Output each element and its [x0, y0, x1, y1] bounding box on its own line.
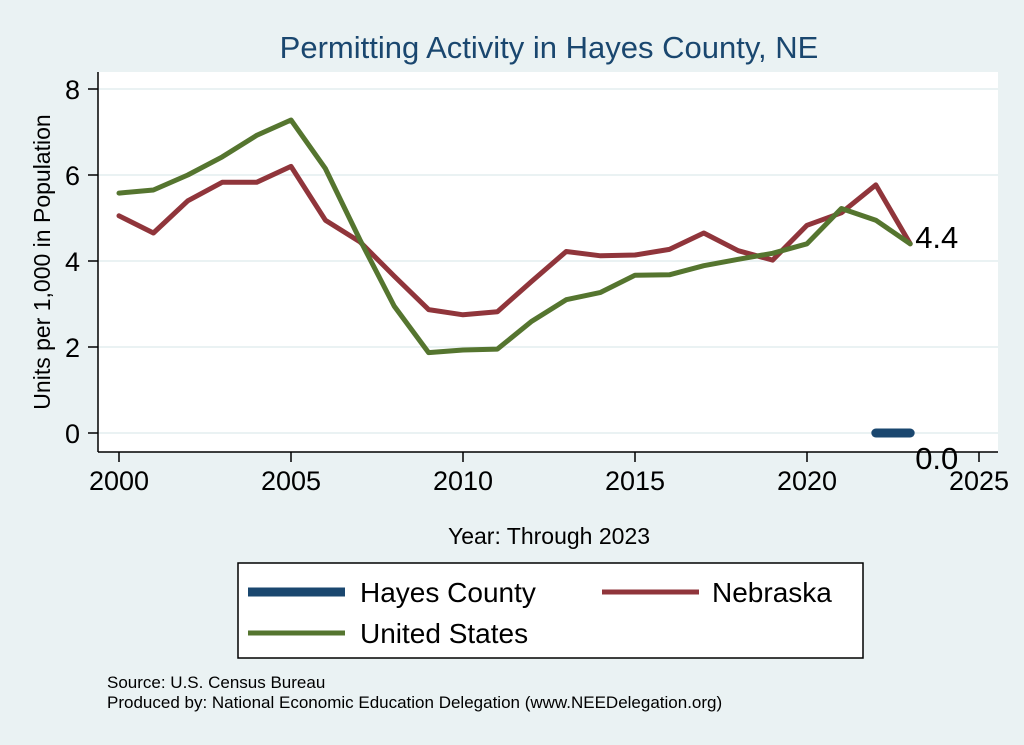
end-label-0: 4.4	[915, 220, 958, 255]
axes	[88, 72, 998, 462]
y-tick-label-4: 8	[65, 75, 80, 105]
producer-note: Produced by: National Economic Education…	[107, 693, 722, 712]
y-tick-label-0: 0	[65, 419, 80, 449]
x-tick-label-2: 2010	[433, 466, 493, 496]
legend: Hayes County Nebraska United States	[248, 577, 832, 649]
legend-box	[237, 562, 864, 659]
y-axis-label: Units per 1,000 in Population	[29, 114, 55, 409]
source-note: Source: U.S. Census Bureau	[107, 673, 325, 692]
x-tick-labels: 2000 2005 2010 2015 2020 2025	[89, 466, 1009, 496]
y-tick-label-3: 6	[65, 161, 80, 191]
grid	[98, 88, 998, 434]
chart-title: Permitting Activity in Hayes County, NE	[280, 30, 819, 65]
series-line-united-states	[116, 117, 913, 356]
x-tick-label-5: 2025	[949, 466, 1009, 496]
y-tick-label-2: 4	[65, 247, 80, 277]
y-tick-labels: 0 2 4 6 8	[65, 75, 80, 449]
end-label-1: 0.0	[915, 441, 958, 476]
x-axis-label: Year: Through 2023	[448, 523, 650, 549]
end-labels: 4.4 0.0	[915, 220, 958, 476]
x-tick-label-0: 2000	[89, 466, 149, 496]
series-lines	[116, 117, 915, 438]
x-tick-label-1: 2005	[261, 466, 321, 496]
legend-label-united-states: United States	[360, 618, 528, 649]
y-tick-label-1: 2	[65, 333, 80, 363]
legend-label-nebraska: Nebraska	[712, 577, 832, 608]
legend-label-hayes-county: Hayes County	[360, 577, 536, 608]
x-tick-label-4: 2020	[777, 466, 837, 496]
x-tick-label-3: 2015	[605, 466, 665, 496]
